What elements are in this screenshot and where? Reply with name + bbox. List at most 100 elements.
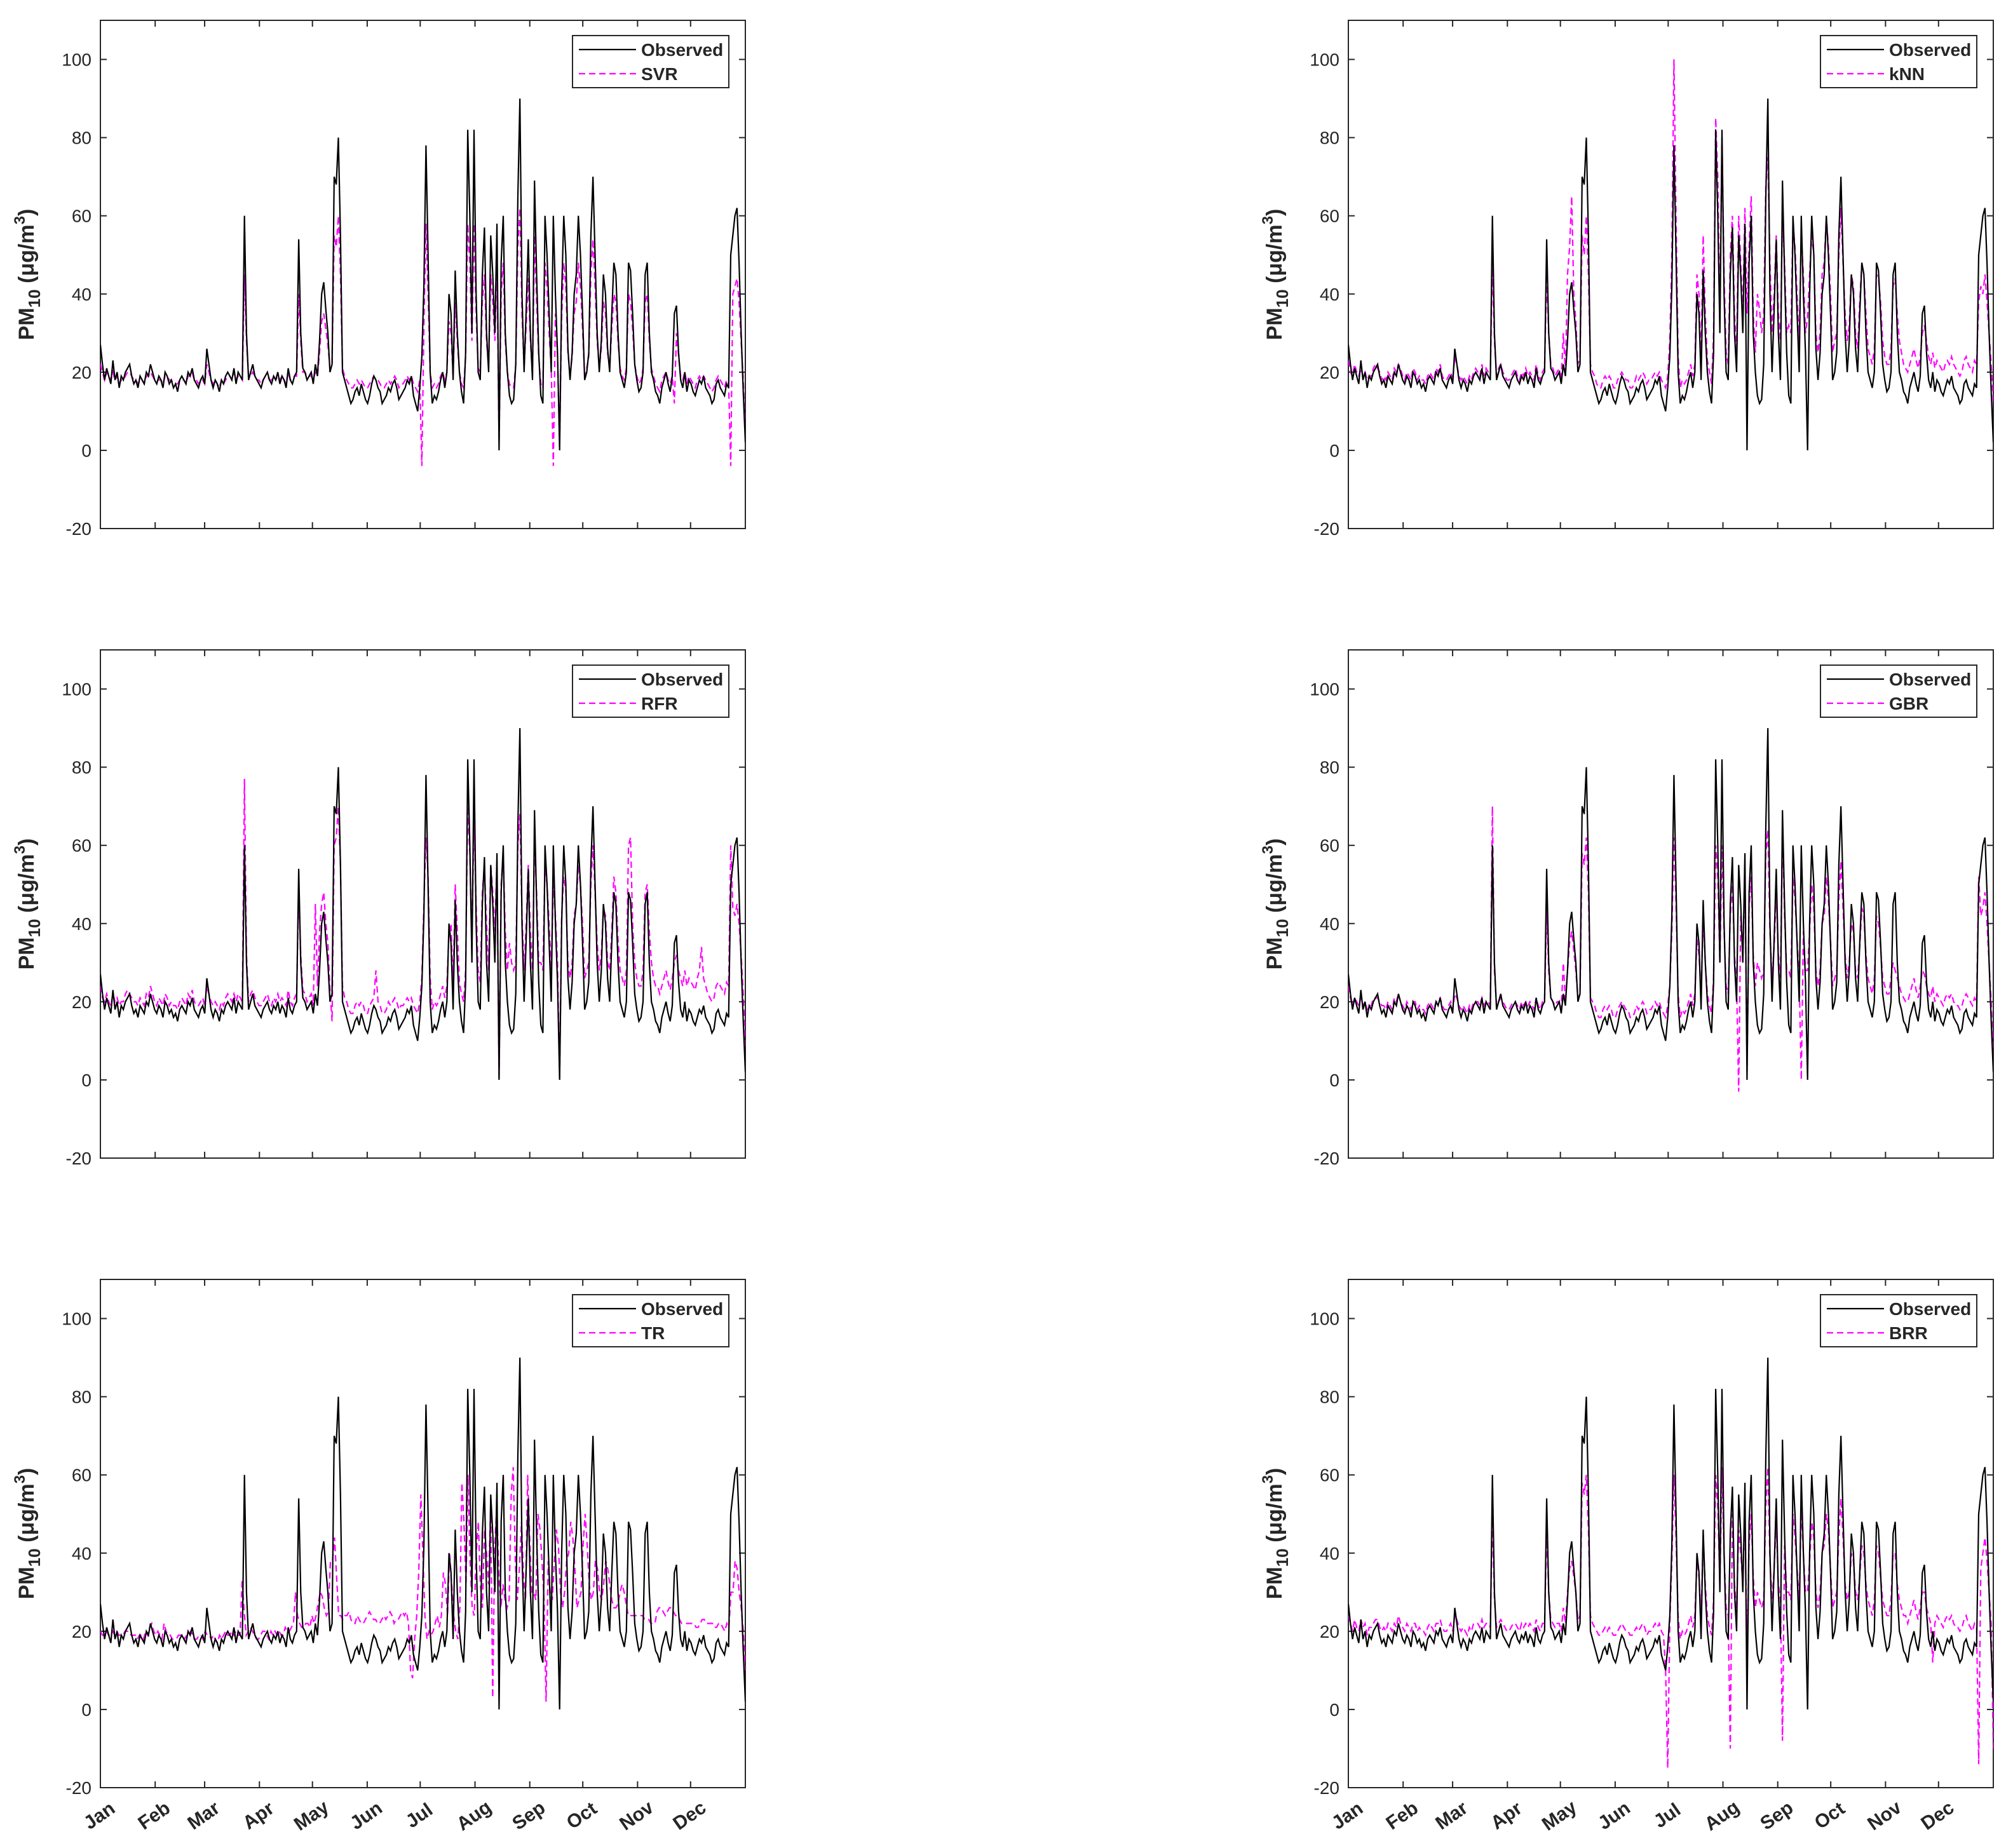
y-label-close: ) [1263, 209, 1287, 216]
y-label-sup: 3 [1259, 846, 1277, 854]
y-tick-label: 20 [1320, 363, 1339, 382]
y-tick-label: 40 [72, 914, 92, 934]
y-label-sup: 3 [11, 846, 29, 854]
legend-label: Observed [1889, 40, 1971, 60]
y-tick-label: 100 [62, 680, 92, 699]
y-label-close: ) [15, 839, 39, 846]
legend-box [1820, 1294, 1977, 1347]
series-line-observed [1348, 728, 1993, 1080]
legend: Observed TR [572, 1294, 729, 1347]
x-tick-label: Mar [1432, 1797, 1472, 1834]
axes-box [1348, 649, 1994, 1159]
x-tick-label: Jan [80, 1798, 119, 1834]
series-line-tr [100, 1467, 745, 1702]
x-tick-label: Dec [669, 1797, 710, 1835]
y-label-base: PM [15, 307, 39, 340]
y-label-base: PM [1263, 937, 1287, 969]
legend-label: GBR [1889, 694, 1928, 713]
legend-label: Observed [641, 670, 723, 689]
x-tick-label: Nov [616, 1797, 658, 1835]
y-label-unit: (μg/m [15, 1483, 39, 1548]
x-tick-label: Jun [1594, 1797, 1634, 1834]
y-axis-label: PM10 (μg/m3) [1259, 1468, 1292, 1600]
y-tick-label: 0 [1329, 441, 1339, 461]
y-tick-label: 0 [1329, 1070, 1339, 1090]
y-tick-label: 100 [62, 50, 92, 70]
y-label-unit: (μg/m [15, 224, 39, 289]
y-tick-label: 80 [72, 758, 92, 778]
y-tick-label: 60 [1320, 836, 1339, 856]
y-tick-label: -20 [66, 1778, 92, 1798]
y-tick-label: -20 [1314, 1778, 1339, 1798]
axes-box [100, 649, 746, 1159]
y-tick-label: 80 [72, 1387, 92, 1407]
y-tick-label: 80 [1320, 1387, 1339, 1407]
subplot-2: -20 0 20 40 60 80 100 PM10 (μg/m3) Observed kNN [1259, 20, 1994, 539]
legend-label: SVR [641, 64, 678, 84]
y-tick-label: 100 [1310, 1309, 1339, 1329]
y-tick-label: 60 [72, 836, 92, 856]
series-line-observed [100, 98, 745, 450]
x-tick-label: Dec [1917, 1797, 1958, 1835]
legend-label: Observed [641, 1299, 723, 1319]
y-axis-label: PM10 (μg/m3) [11, 839, 44, 970]
legend: Observed kNN [1820, 35, 1977, 88]
series-line-observed [1348, 1358, 1993, 1710]
legend-box [572, 35, 729, 88]
legend: Observed GBR [1820, 664, 1977, 718]
y-tick-label: 0 [1329, 1700, 1339, 1720]
x-tick-label: Jul [1650, 1799, 1684, 1832]
legend-box [1820, 35, 1977, 88]
y-label-sub: 10 [25, 289, 44, 307]
y-label-sub: 10 [25, 1548, 44, 1567]
y-label-base: PM [15, 937, 39, 969]
y-tick-label: 0 [81, 441, 92, 461]
y-label-sub: 10 [1273, 1548, 1292, 1567]
x-tick-label: Aug [453, 1797, 496, 1835]
y-tick-label: 20 [72, 363, 92, 382]
x-tick-label: Apr [239, 1798, 278, 1834]
y-tick-label: 40 [72, 285, 92, 304]
y-tick-label: -20 [1314, 1149, 1339, 1168]
y-tick-label: 0 [81, 1070, 92, 1090]
x-tick-label: Feb [1382, 1797, 1422, 1834]
y-tick-label: 20 [1320, 992, 1339, 1012]
x-tick-label: Mar [184, 1797, 224, 1834]
y-label-close: ) [1263, 1468, 1287, 1475]
y-label-base: PM [1263, 307, 1287, 340]
legend-label: BRR [1889, 1323, 1928, 1343]
x-tick-label: Jun [346, 1797, 386, 1834]
x-tick-label: Sep [1756, 1797, 1797, 1835]
legend: Observed BRR [1820, 1294, 1977, 1347]
x-tick-label: Jan [1328, 1798, 1367, 1834]
y-label-sup: 3 [1259, 1475, 1277, 1483]
y-tick-label: 0 [81, 1700, 92, 1720]
x-tick-label: Feb [134, 1797, 174, 1834]
y-label-sup: 3 [11, 1475, 29, 1483]
y-tick-label: 40 [72, 1544, 92, 1563]
y-tick-label: 80 [1320, 758, 1339, 778]
y-tick-label: 40 [1320, 1544, 1339, 1563]
subplot-4: -20 0 20 40 60 80 100 PM10 (μg/m3) Observed GBR [1259, 649, 1994, 1168]
legend-box [572, 664, 729, 718]
y-tick-label: 80 [72, 128, 92, 148]
series-line-brr [1348, 1467, 1993, 1769]
y-tick-label: 40 [1320, 914, 1339, 934]
y-label-close: ) [15, 1468, 39, 1475]
y-axis-label: PM10 (μg/m3) [11, 1468, 44, 1600]
series-line-observed [1348, 98, 1993, 450]
x-tick-label: Jul [402, 1799, 437, 1832]
y-tick-label: -20 [1314, 519, 1339, 539]
y-tick-label: 20 [72, 1622, 92, 1642]
x-tick-label: May [290, 1797, 333, 1835]
y-tick-label: 60 [1320, 1466, 1339, 1485]
y-tick-label: 80 [1320, 128, 1339, 148]
subplot-5: -20 0 20 40 60 80 100 Jan Feb Mar Apr May Jun Jul Aug S… [11, 1279, 746, 1835]
legend: Observed RFR [572, 664, 729, 718]
y-label-sub: 10 [1273, 289, 1292, 307]
subplot-3: -20 0 20 40 60 80 100 PM10 (μg/m3) Observed RFR [11, 649, 746, 1168]
y-axis-label: PM10 (μg/m3) [1259, 839, 1292, 970]
y-tick-label: 100 [1310, 50, 1339, 70]
legend: Observed SVR [572, 35, 729, 88]
y-tick-label: 20 [1320, 1622, 1339, 1642]
